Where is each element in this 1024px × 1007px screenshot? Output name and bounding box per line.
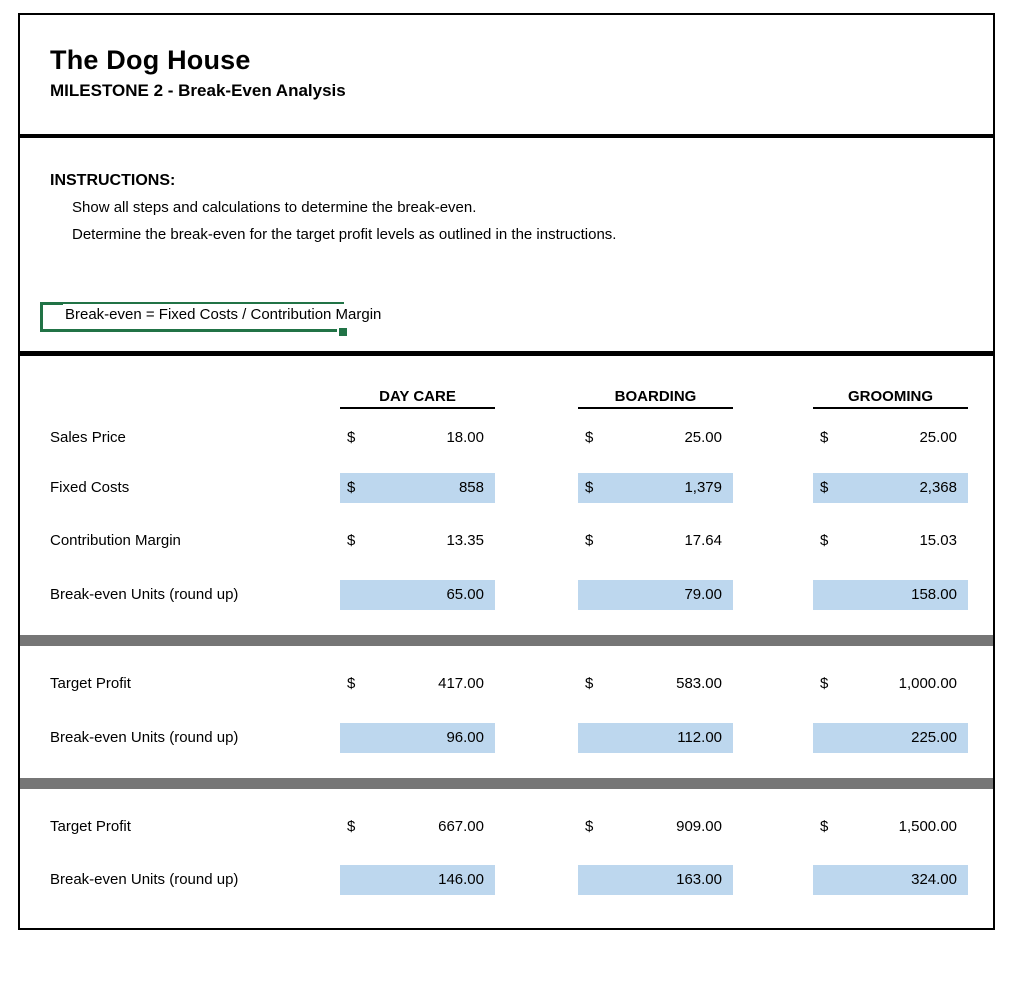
instruction-line: Determine the break-even for the target … [72,226,617,243]
formula-text: Break-even = Fixed Costs / Contribution … [63,304,384,326]
row-label: Target Profit [50,818,131,835]
value-cell[interactable]: $ 17.64 [578,526,733,556]
fill-handle[interactable] [337,326,349,338]
currency-symbol: $ [820,429,829,446]
cell-value: 96.00 [446,729,484,746]
page-title: The Dog House [50,45,251,75]
cell-value: 1,500.00 [898,818,957,835]
break-even-table: DAY CARE BOARDING GROOMING Sales Price $… [20,356,993,928]
cell-value: 112.00 [677,729,722,746]
value-cell[interactable]: $ 909.00 [578,812,733,842]
input-cell[interactable]: 112.00 [578,723,733,753]
row-label: Target Profit [50,675,131,692]
cell-value: 158.00 [911,586,957,603]
cell-value: 65.00 [446,586,484,603]
currency-symbol: $ [347,479,356,496]
value-cell[interactable]: $ 1,500.00 [813,812,968,842]
cell-value: 324.00 [911,871,957,888]
column-header-boarding: BOARDING [578,386,733,409]
input-cell[interactable]: $ 1,379 [578,473,733,503]
cell-value: 18.00 [446,429,484,446]
cell-value: 163.00 [676,871,722,888]
value-cell[interactable]: $ 25.00 [578,423,733,453]
cell-value: 583.00 [676,675,722,692]
worksheet: The Dog House MILESTONE 2 - Break-Even A… [18,13,995,930]
value-cell[interactable]: $ 583.00 [578,669,733,699]
cell-value: 15.03 [919,532,957,549]
row-label: Sales Price [50,429,126,446]
row-label: Contribution Margin [50,532,181,549]
input-cell[interactable]: 225.00 [813,723,968,753]
currency-symbol: $ [820,675,829,692]
table-row-fixed-costs: Fixed Costs $ 858 $ 1,379 $ 2,368 [20,473,993,503]
table-row-target-profit: Target Profit $ 667.00 $ 909.00 $ 1,500.… [20,812,993,842]
input-cell[interactable]: 96.00 [340,723,495,753]
instruction-line: Show all steps and calculations to deter… [72,199,477,216]
instructions-section: INSTRUCTIONS: Show all steps and calcula… [20,138,993,356]
value-cell[interactable]: $ 417.00 [340,669,495,699]
currency-symbol: $ [347,532,356,549]
row-label: Fixed Costs [50,479,130,496]
value-cell[interactable]: $ 667.00 [340,812,495,842]
input-cell[interactable]: $ 858 [340,473,495,503]
table-row-target-profit: Target Profit $ 417.00 $ 583.00 $ 1,000.… [20,669,993,699]
cell-value: 25.00 [919,429,957,446]
currency-symbol: $ [820,479,829,496]
currency-symbol: $ [585,429,594,446]
cell-value: 417.00 [438,675,484,692]
page-subtitle: MILESTONE 2 - Break-Even Analysis [50,81,346,100]
value-cell[interactable]: $ 1,000.00 [813,669,968,699]
currency-symbol: $ [347,429,356,446]
table-row-sales-price: Sales Price $ 18.00 $ 25.00 $ 25.00 [20,423,993,453]
cell-value: 858 [458,479,484,496]
input-cell[interactable]: 163.00 [578,865,733,895]
cell-value: 17.64 [684,532,722,549]
value-cell[interactable]: $ 25.00 [813,423,968,453]
cell-value: 1,000.00 [898,675,957,692]
currency-symbol: $ [347,675,356,692]
currency-symbol: $ [820,818,829,835]
input-cell[interactable]: 65.00 [340,580,495,610]
cell-value: 909.00 [676,818,722,835]
row-label: Break-even Units (round up) [50,871,239,888]
cell-value: 225.00 [911,729,957,746]
section-divider [20,778,993,789]
currency-symbol: $ [585,479,594,496]
section-divider [20,635,993,646]
value-cell[interactable]: $ 18.00 [340,423,495,453]
cell-value: 2,368 [919,479,957,496]
value-cell[interactable]: $ 15.03 [813,526,968,556]
currency-symbol: $ [585,675,594,692]
input-cell[interactable]: 158.00 [813,580,968,610]
currency-symbol: $ [585,532,594,549]
cell-value: 667.00 [438,818,484,835]
table-row-contribution-margin: Contribution Margin $ 13.35 $ 17.64 $ 15… [20,526,993,556]
value-cell[interactable]: $ 13.35 [340,526,495,556]
input-cell[interactable]: $ 2,368 [813,473,968,503]
currency-symbol: $ [820,532,829,549]
cell-value: 79.00 [684,586,722,603]
table-row-breakeven-units: Break-even Units (round up) 96.00 112.00… [20,723,993,753]
currency-symbol: $ [585,818,594,835]
table-row-breakeven-units: Break-even Units (round up) 65.00 79.00 … [20,580,993,610]
column-header-grooming: GROOMING [813,386,968,409]
row-label: Break-even Units (round up) [50,729,239,746]
row-label: Break-even Units (round up) [50,586,239,603]
column-header-row: DAY CARE BOARDING GROOMING [20,386,993,409]
instructions-heading: INSTRUCTIONS: [50,172,176,189]
cell-value: 25.00 [684,429,722,446]
title-block: The Dog House MILESTONE 2 - Break-Even A… [20,15,993,138]
cell-value: 13.35 [446,532,484,549]
input-cell[interactable]: 146.00 [340,865,495,895]
cell-value: 1,379 [684,479,722,496]
table-row-breakeven-units: Break-even Units (round up) 146.00 163.0… [20,865,993,895]
input-cell[interactable]: 324.00 [813,865,968,895]
cell-value: 146.00 [438,871,484,888]
column-header-daycare: DAY CARE [340,386,495,409]
currency-symbol: $ [347,818,356,835]
input-cell[interactable]: 79.00 [578,580,733,610]
